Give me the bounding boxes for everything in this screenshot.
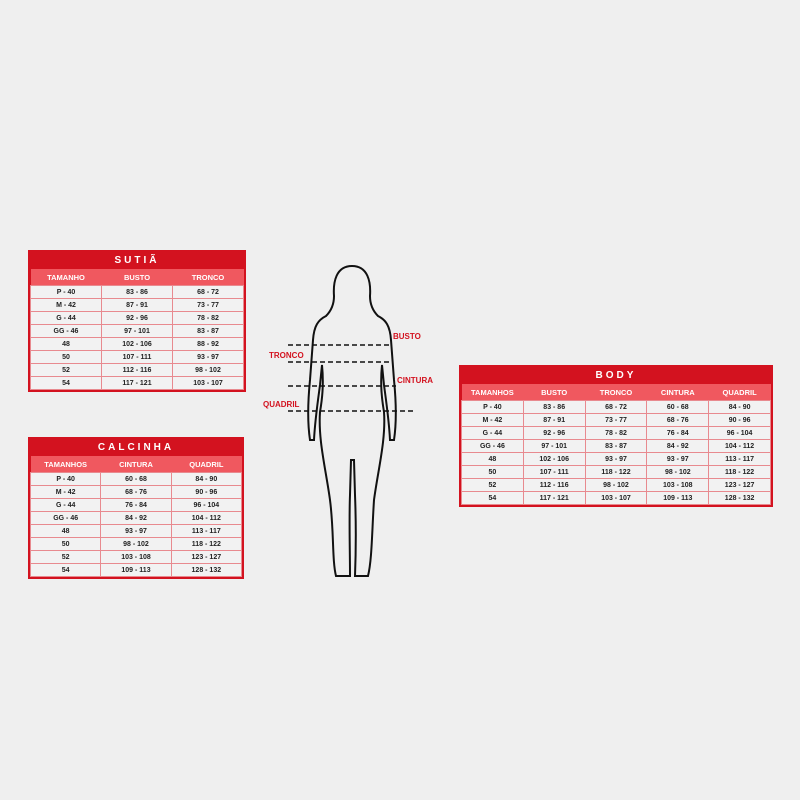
table-cell: 48 bbox=[29, 524, 102, 538]
column-header: QUADRIL bbox=[708, 384, 771, 401]
table-cell: 52 bbox=[30, 363, 102, 377]
table-cell: 96 - 104 bbox=[170, 498, 243, 512]
table-cell: 68 - 72 bbox=[584, 400, 648, 414]
table-cell: M - 42 bbox=[29, 485, 102, 499]
column-header: BUSTO bbox=[523, 384, 586, 401]
table-cell: 102 - 106 bbox=[522, 452, 586, 466]
label-cintura: CINTURA bbox=[397, 376, 433, 385]
table-cell: 68 - 76 bbox=[100, 485, 172, 499]
label-quadril: QUADRIL bbox=[263, 400, 300, 409]
column-header: CINTURA bbox=[100, 456, 172, 473]
column-header: TAMANHO bbox=[30, 269, 102, 286]
table-cell: P - 40 bbox=[461, 400, 524, 414]
table-cell: 117 - 121 bbox=[101, 376, 173, 390]
column-header: TRONCO bbox=[172, 269, 244, 286]
calcinha-table-title: CALCINHA bbox=[30, 439, 242, 456]
table-cell: 97 - 101 bbox=[522, 439, 586, 453]
table-cell: 92 - 96 bbox=[101, 311, 173, 325]
table-cell: 128 - 132 bbox=[708, 491, 771, 505]
table-cell: 118 - 122 bbox=[170, 537, 243, 551]
table-cell: 83 - 86 bbox=[101, 285, 173, 299]
table-cell: 52 bbox=[29, 550, 102, 564]
column-header: TAMANHOS bbox=[461, 384, 524, 401]
table-cell: 52 bbox=[461, 478, 524, 492]
table-cell: 103 - 108 bbox=[646, 478, 710, 492]
table-cell: 54 bbox=[461, 491, 524, 505]
table-cell: 83 - 87 bbox=[172, 324, 244, 338]
table-cell: 68 - 72 bbox=[172, 285, 244, 299]
table-row: 54 117 - 121 103 - 107 109 - 113 128 - 132 bbox=[461, 491, 771, 505]
table-cell: 84 - 90 bbox=[170, 472, 243, 486]
column-header: CINTURA bbox=[646, 384, 709, 401]
column-header: BUSTO bbox=[101, 269, 173, 286]
table-row: G - 44 92 - 96 78 - 82 76 - 84 96 - 104 bbox=[461, 426, 771, 440]
table-cell: 88 - 92 bbox=[172, 337, 244, 351]
table-cell: 76 - 84 bbox=[646, 426, 710, 440]
table-cell: 107 - 111 bbox=[522, 465, 586, 479]
table-row: 50 98 - 102 118 - 122 bbox=[29, 537, 243, 551]
table-cell: 103 - 107 bbox=[172, 376, 244, 390]
table-cell: 102 - 106 bbox=[101, 337, 173, 351]
table-cell: 83 - 86 bbox=[522, 400, 586, 414]
label-tronco: TRONCO bbox=[269, 351, 304, 360]
table-cell: 96 - 104 bbox=[708, 426, 771, 440]
table-cell: G - 44 bbox=[29, 498, 102, 512]
table-cell: 113 - 117 bbox=[170, 524, 243, 538]
measurement-lines bbox=[288, 344, 416, 412]
table-row: 48 102 - 106 88 - 92 bbox=[30, 337, 244, 351]
table-cell: 128 - 132 bbox=[170, 563, 243, 577]
table-row: GG - 46 97 - 101 83 - 87 84 - 92 104 - 112 bbox=[461, 439, 771, 453]
column-header: QUADRIL bbox=[171, 456, 242, 473]
calcinha-size-table: CALCINHA TAMANHOS CINTURA QUADRIL P - 40 60 -… bbox=[28, 437, 244, 579]
table-cell: 90 - 96 bbox=[170, 485, 243, 499]
table-cell: 109 - 113 bbox=[100, 563, 172, 577]
table-cell: 84 - 92 bbox=[100, 511, 172, 525]
body-size-table: BODY TAMANHOS BUSTO TRONCO CINTURA QUADRIL P -… bbox=[459, 365, 773, 507]
table-cell: 54 bbox=[29, 563, 102, 577]
sutia-table-title: SUTIÃ bbox=[30, 252, 244, 269]
table-row: M - 42 87 - 91 73 - 77 bbox=[30, 298, 244, 312]
table-row: 54 117 - 121 103 - 107 bbox=[30, 376, 244, 390]
silhouette-outline bbox=[307, 264, 397, 577]
table-cell: 60 - 68 bbox=[100, 472, 172, 486]
table-row: GG - 46 84 - 92 104 - 112 bbox=[29, 511, 243, 525]
body-table-title: BODY bbox=[461, 367, 771, 384]
table-cell: 117 - 121 bbox=[522, 491, 586, 505]
column-header: TAMANHOS bbox=[30, 456, 101, 473]
table-row: P - 40 83 - 86 68 - 72 60 - 68 84 - 90 bbox=[461, 400, 771, 414]
column-header: TRONCO bbox=[585, 384, 647, 401]
table-cell: 98 - 102 bbox=[172, 363, 244, 377]
table-cell: 109 - 113 bbox=[646, 491, 710, 505]
table-cell: M - 42 bbox=[30, 298, 102, 312]
table-row: 48 93 - 97 113 - 117 bbox=[29, 524, 243, 538]
table-cell: 84 - 90 bbox=[708, 400, 771, 414]
table-cell: M - 42 bbox=[461, 413, 524, 427]
table-cell: 78 - 82 bbox=[172, 311, 244, 325]
table-cell: 98 - 102 bbox=[584, 478, 648, 492]
table-cell: 92 - 96 bbox=[522, 426, 586, 440]
table-cell: 90 - 96 bbox=[708, 413, 771, 427]
table-row: M - 42 68 - 76 90 - 96 bbox=[29, 485, 243, 499]
table-cell: 104 - 112 bbox=[708, 439, 771, 453]
table-row: GG - 46 97 - 101 83 - 87 bbox=[30, 324, 244, 338]
table-row: M - 42 87 - 91 73 - 77 68 - 76 90 - 96 bbox=[461, 413, 771, 427]
label-busto: BUSTO bbox=[393, 332, 421, 341]
table-cell: 113 - 117 bbox=[708, 452, 771, 466]
table-cell: 93 - 97 bbox=[172, 350, 244, 364]
sutia-size-table: SUTIÃ TAMANHO BUSTO TRONCO P - 40 83 - 86 68 -… bbox=[28, 250, 246, 392]
table-row: 52 112 - 116 98 - 102 bbox=[30, 363, 244, 377]
table-cell: 103 - 107 bbox=[584, 491, 648, 505]
table-row: 52 112 - 116 98 - 102 103 - 108 123 - 127 bbox=[461, 478, 771, 492]
table-cell: 73 - 77 bbox=[172, 298, 244, 312]
table-row: P - 40 83 - 86 68 - 72 bbox=[30, 285, 244, 299]
table-cell: 123 - 127 bbox=[170, 550, 243, 564]
table-cell: 93 - 97 bbox=[584, 452, 648, 466]
table-row: 54 109 - 113 128 - 132 bbox=[29, 563, 243, 577]
table-row: 50 107 - 111 118 - 122 98 - 102 118 - 122 bbox=[461, 465, 771, 479]
